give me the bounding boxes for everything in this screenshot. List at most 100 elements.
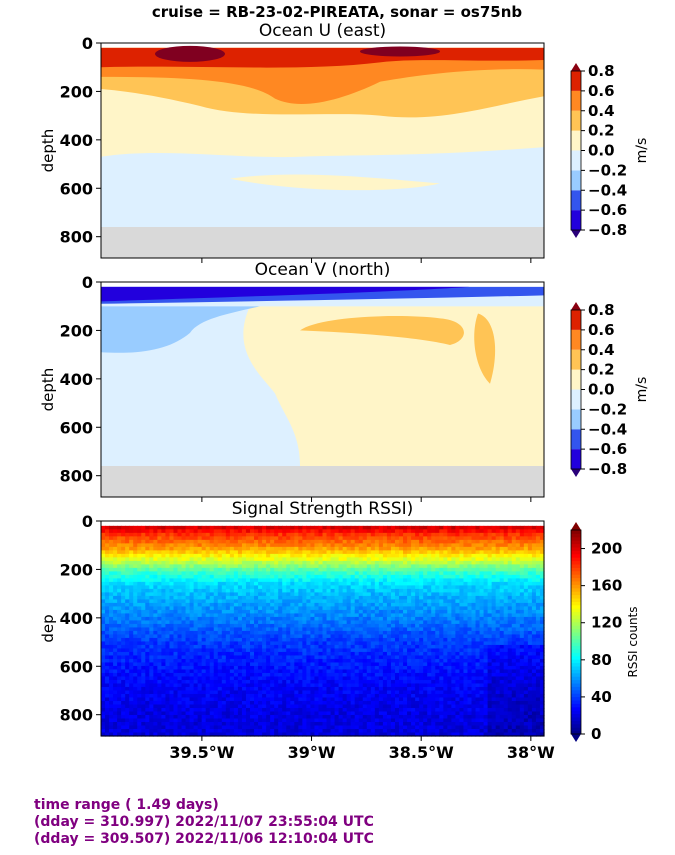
rssi-cell — [133, 529, 138, 534]
rssi-cell — [169, 683, 175, 688]
contour-layer — [360, 46, 440, 57]
rssi-cell — [209, 539, 215, 544]
rssi-cell — [374, 634, 380, 639]
rssi-cell — [394, 662, 400, 667]
rssi-cell — [250, 578, 255, 583]
rssi-cell — [101, 529, 106, 534]
rssi-cell — [149, 620, 154, 625]
rssi-cell — [278, 623, 283, 629]
rssi-cell — [274, 539, 279, 544]
rssi-cell — [378, 651, 384, 657]
rssi-cell — [314, 627, 320, 632]
rssi-cell — [415, 627, 420, 632]
rssi-cell — [330, 599, 336, 604]
rssi-cell — [334, 543, 340, 548]
rssi-cell — [113, 655, 118, 660]
rssi-cell — [205, 560, 211, 565]
rssi-cell — [403, 669, 408, 674]
rssi-cell — [415, 683, 420, 688]
rssi-cell — [197, 697, 203, 702]
rssi-cell — [350, 676, 356, 681]
rssi-cell — [250, 672, 255, 678]
rssi-cell — [318, 557, 324, 562]
rssi-cell — [427, 571, 432, 576]
rssi-cell — [282, 613, 287, 618]
rssi-cell — [121, 616, 126, 622]
rssi-cell — [378, 683, 384, 688]
rssi-cell — [366, 714, 372, 720]
rssi-cell — [346, 655, 352, 660]
rssi-cell — [245, 602, 251, 607]
rssi-cell — [145, 679, 150, 685]
rssi-cell — [314, 525, 320, 530]
rssi-cell — [133, 672, 138, 678]
rssi-cell — [366, 725, 372, 730]
rssi-cell — [197, 641, 203, 646]
rssi-cell — [399, 704, 404, 709]
rssi-cell — [342, 567, 348, 572]
rssi-cell — [346, 665, 352, 671]
rssi-cell — [145, 616, 150, 622]
rssi-cell — [370, 585, 376, 590]
rssi-cell — [137, 613, 142, 618]
rssi-cell — [382, 669, 388, 674]
rssi-cell — [314, 553, 320, 558]
rssi-cell — [145, 606, 150, 611]
rssi-cell — [266, 574, 271, 579]
rssi-cell — [245, 599, 251, 604]
rssi-cell — [101, 686, 106, 692]
rssi-cell — [233, 721, 239, 727]
rssi-cell — [419, 644, 424, 650]
rssi-cell — [314, 721, 320, 727]
rssi-cell — [205, 732, 211, 737]
colorbar-segment — [571, 210, 581, 230]
rssi-cell — [302, 686, 307, 692]
rssi-cell — [411, 718, 416, 723]
rssi-cell — [318, 592, 324, 597]
rssi-cell — [403, 553, 408, 558]
colorbar-tick-label: 0.0 — [588, 381, 615, 399]
rssi-cell — [229, 564, 235, 569]
rssi-cell — [419, 658, 424, 664]
rssi-cell — [209, 634, 215, 639]
rssi-cell — [390, 585, 396, 590]
rssi-cell — [282, 641, 287, 646]
rssi-cell — [221, 620, 227, 625]
rssi-cell — [298, 707, 303, 713]
rssi-cell — [322, 707, 328, 713]
rssi-cell — [225, 588, 231, 593]
rssi-cell — [378, 665, 384, 671]
rssi-cell — [390, 557, 396, 562]
rssi-cell — [181, 585, 187, 590]
rssi-cell — [173, 690, 179, 695]
rssi-cell — [270, 725, 275, 730]
rssi-cell — [161, 669, 167, 674]
rssi-cell — [229, 592, 235, 597]
rssi-cell — [129, 718, 134, 723]
rssi-cell — [318, 693, 324, 699]
rssi-cell — [274, 532, 279, 537]
rssi-cell — [411, 567, 416, 572]
rssi-cell — [161, 634, 167, 639]
rssi-cell — [374, 560, 380, 565]
rssi-cell — [358, 732, 364, 737]
rssi-cell — [109, 683, 114, 688]
rssi-cell — [173, 641, 179, 646]
rssi-cell — [350, 606, 356, 611]
rssi-cell — [221, 641, 227, 646]
rssi-cell — [354, 679, 360, 685]
rssi-cell — [403, 543, 408, 548]
rssi-cell — [193, 543, 199, 548]
rssi-cell — [193, 690, 199, 695]
rssi-cell — [145, 704, 150, 709]
rssi-cell — [213, 672, 219, 678]
rssi-cell — [282, 578, 287, 583]
rssi-cell — [129, 613, 134, 618]
rssi-cell — [225, 574, 231, 579]
rssi-cell — [330, 651, 336, 657]
rssi-cell — [334, 704, 340, 709]
rssi-cell — [113, 560, 118, 565]
rssi-cell — [310, 557, 316, 562]
rssi-cell — [262, 560, 267, 565]
rssi-cell — [346, 599, 352, 604]
